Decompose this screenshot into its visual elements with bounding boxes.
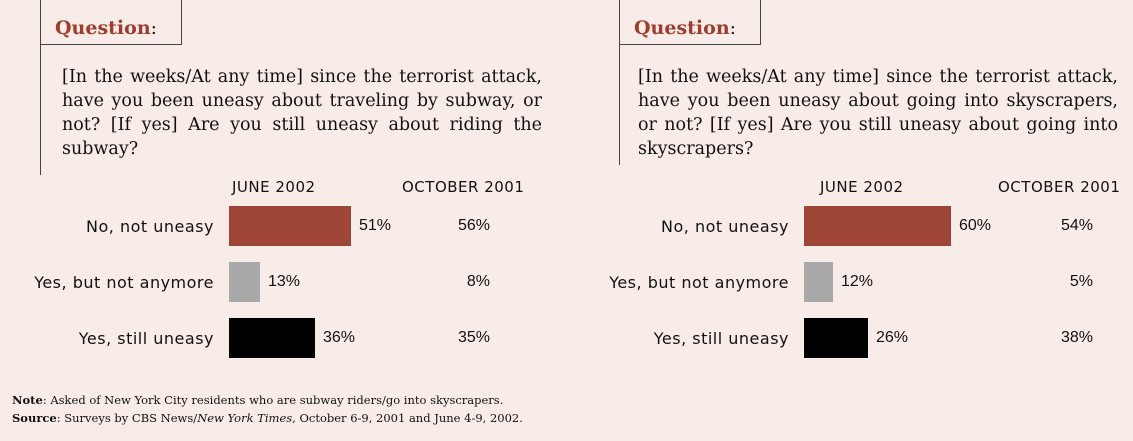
skyscraper-chart-panel: Question: [In the weeks/At any time] sin… bbox=[573, 0, 1133, 370]
column-header-october-2001: OCTOBER 2001 bbox=[402, 178, 525, 196]
source-publication: New York Times bbox=[197, 411, 293, 425]
value-label-june-2002-yes-still-uneasy: 26% bbox=[876, 329, 909, 346]
column-header-june-2002: JUNE 2002 bbox=[820, 178, 904, 196]
question-connector-line bbox=[619, 45, 620, 165]
category-label-yes-but-not-anymore: Yes, but not anymore bbox=[34, 273, 214, 292]
category-label-no-not-uneasy: No, not uneasy bbox=[86, 217, 214, 236]
note-text: : Asked of New York City residents who a… bbox=[42, 393, 504, 407]
question-label: Question bbox=[55, 17, 151, 39]
question-box bbox=[40, 0, 182, 45]
question-connector-line bbox=[40, 45, 41, 175]
bar-june-2002-no-not-uneasy bbox=[804, 206, 951, 246]
bar-june-2002-yes-still-uneasy bbox=[804, 318, 868, 358]
note-label: Note bbox=[12, 393, 43, 407]
question-label: Question bbox=[634, 17, 730, 39]
value-label-october-2001-no-not-uneasy: 54% bbox=[1060, 217, 1093, 234]
note-footnote: Note: Asked of New York City residents w… bbox=[12, 393, 503, 407]
value-label-june-2002-no-not-uneasy: 51% bbox=[359, 217, 392, 234]
question-heading: Question: bbox=[55, 17, 157, 39]
value-label-october-2001-no-not-uneasy: 56% bbox=[457, 217, 490, 234]
bar-june-2002-yes-but-not-anymore bbox=[804, 262, 833, 302]
value-label-october-2001-yes-still-uneasy: 38% bbox=[1060, 329, 1093, 346]
category-label-yes-but-not-anymore: Yes, but not anymore bbox=[609, 273, 789, 292]
value-label-october-2001-yes-but-not-anymore: 8% bbox=[466, 273, 490, 290]
question-heading: Question: bbox=[634, 17, 736, 39]
bar-june-2002-yes-but-not-anymore bbox=[229, 262, 260, 302]
column-header-june-2002: JUNE 2002 bbox=[232, 178, 316, 196]
question-text: [In the weeks/At any time] since the ter… bbox=[638, 67, 1118, 159]
source-footnote: Source: Surveys by CBS News/New York Tim… bbox=[12, 411, 523, 425]
category-label-no-not-uneasy: No, not uneasy bbox=[661, 217, 789, 236]
bar-june-2002-yes-still-uneasy bbox=[229, 318, 315, 358]
subway-chart-panel: Question: [In the weeks/At any time] sin… bbox=[0, 0, 560, 370]
source-text: : Surveys by CBS News/ bbox=[56, 411, 198, 425]
value-label-june-2002-yes-but-not-anymore: 13% bbox=[268, 273, 301, 290]
source-label: Source bbox=[12, 411, 57, 425]
question-colon: : bbox=[729, 17, 737, 39]
value-label-june-2002-yes-but-not-anymore: 12% bbox=[841, 273, 874, 290]
question-colon: : bbox=[150, 17, 158, 39]
value-label-october-2001-yes-but-not-anymore: 5% bbox=[1069, 273, 1093, 290]
value-label-june-2002-no-not-uneasy: 60% bbox=[959, 217, 992, 234]
column-header-october-2001: OCTOBER 2001 bbox=[998, 178, 1121, 196]
bar-june-2002-no-not-uneasy bbox=[229, 206, 351, 246]
question-text: [In the weeks/At any time] since the ter… bbox=[62, 67, 542, 159]
source-dates: , October 6-9, 2001 and June 4-9, 2002. bbox=[292, 411, 523, 425]
question-box bbox=[619, 0, 761, 45]
value-label-june-2002-yes-still-uneasy: 36% bbox=[323, 329, 356, 346]
value-label-october-2001-yes-still-uneasy: 35% bbox=[457, 329, 490, 346]
category-label-yes-still-uneasy: Yes, still uneasy bbox=[653, 329, 789, 348]
category-label-yes-still-uneasy: Yes, still uneasy bbox=[78, 329, 214, 348]
